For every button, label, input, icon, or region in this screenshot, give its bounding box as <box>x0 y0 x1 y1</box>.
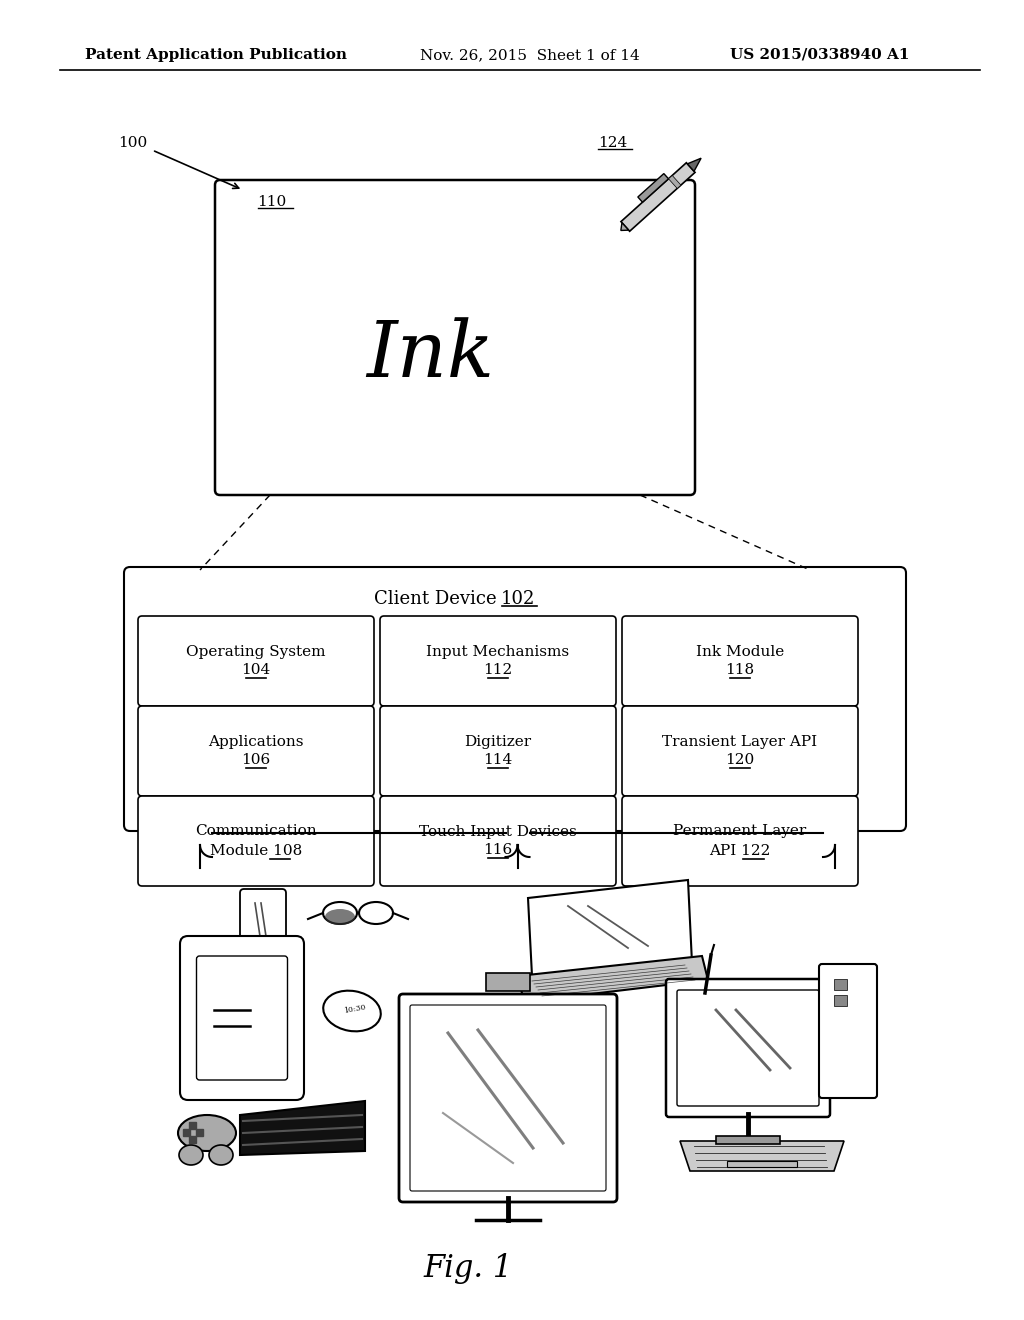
FancyBboxPatch shape <box>622 616 858 706</box>
Polygon shape <box>669 176 681 189</box>
Text: Digitizer: Digitizer <box>465 735 531 748</box>
Text: Patent Application Publication: Patent Application Publication <box>85 48 347 62</box>
Polygon shape <box>621 223 629 231</box>
Text: 104: 104 <box>242 663 270 677</box>
FancyBboxPatch shape <box>197 956 288 1080</box>
Bar <box>727 1162 797 1167</box>
Text: 124: 124 <box>598 136 628 150</box>
Bar <box>716 1137 780 1144</box>
Text: Fig. 1: Fig. 1 <box>423 1253 513 1283</box>
Text: Communication: Communication <box>196 824 316 838</box>
Polygon shape <box>680 1140 844 1171</box>
FancyBboxPatch shape <box>666 979 830 1117</box>
Bar <box>189 1122 196 1129</box>
Ellipse shape <box>325 909 355 925</box>
FancyBboxPatch shape <box>215 180 695 495</box>
Text: 112: 112 <box>483 663 513 677</box>
FancyBboxPatch shape <box>180 936 304 1100</box>
FancyBboxPatch shape <box>410 1005 606 1191</box>
FancyBboxPatch shape <box>622 706 858 796</box>
Text: 102: 102 <box>501 590 536 609</box>
Text: Touch Input Devices: Touch Input Devices <box>419 825 577 840</box>
Text: US 2015/0338940 A1: US 2015/0338940 A1 <box>730 48 909 62</box>
FancyBboxPatch shape <box>399 994 617 1203</box>
Ellipse shape <box>324 991 381 1031</box>
Text: Ink Module: Ink Module <box>696 645 784 659</box>
Text: 10:30: 10:30 <box>343 1003 367 1015</box>
Text: API 122: API 122 <box>710 843 771 858</box>
FancyBboxPatch shape <box>380 706 616 796</box>
Polygon shape <box>638 174 669 202</box>
FancyBboxPatch shape <box>380 796 616 886</box>
Polygon shape <box>518 956 708 1002</box>
Ellipse shape <box>179 1144 203 1166</box>
FancyBboxPatch shape <box>819 964 877 1098</box>
Polygon shape <box>240 1101 365 1155</box>
FancyBboxPatch shape <box>380 616 616 706</box>
Bar <box>189 1137 196 1143</box>
Text: Client Device: Client Device <box>375 590 497 609</box>
Polygon shape <box>687 158 701 172</box>
Bar <box>183 1129 190 1137</box>
Text: Module 108: Module 108 <box>210 843 302 858</box>
Text: Nov. 26, 2015  Sheet 1 of 14: Nov. 26, 2015 Sheet 1 of 14 <box>420 48 640 62</box>
Text: 110: 110 <box>257 195 287 209</box>
Text: 118: 118 <box>725 663 755 677</box>
FancyBboxPatch shape <box>240 888 286 968</box>
Bar <box>486 973 530 991</box>
Bar <box>834 979 847 990</box>
Text: 116: 116 <box>483 843 513 857</box>
Text: Input Mechanisms: Input Mechanisms <box>426 645 569 659</box>
Polygon shape <box>528 880 692 975</box>
Ellipse shape <box>209 1144 233 1166</box>
Text: 106: 106 <box>242 752 270 767</box>
Bar <box>834 995 847 1006</box>
Text: Permanent Layer: Permanent Layer <box>674 824 807 838</box>
FancyBboxPatch shape <box>622 796 858 886</box>
Text: Ink: Ink <box>366 317 494 393</box>
FancyBboxPatch shape <box>138 616 374 706</box>
Text: Applications: Applications <box>208 735 304 748</box>
Text: 120: 120 <box>725 752 755 767</box>
Ellipse shape <box>178 1115 236 1151</box>
Text: Operating System: Operating System <box>186 645 326 659</box>
Bar <box>196 1129 203 1137</box>
Text: 114: 114 <box>483 752 513 767</box>
Text: 100: 100 <box>118 136 147 150</box>
Text: Transient Layer API: Transient Layer API <box>663 735 817 748</box>
FancyBboxPatch shape <box>138 796 374 886</box>
FancyBboxPatch shape <box>138 706 374 796</box>
Polygon shape <box>621 162 695 231</box>
FancyBboxPatch shape <box>124 568 906 832</box>
FancyBboxPatch shape <box>677 990 819 1106</box>
